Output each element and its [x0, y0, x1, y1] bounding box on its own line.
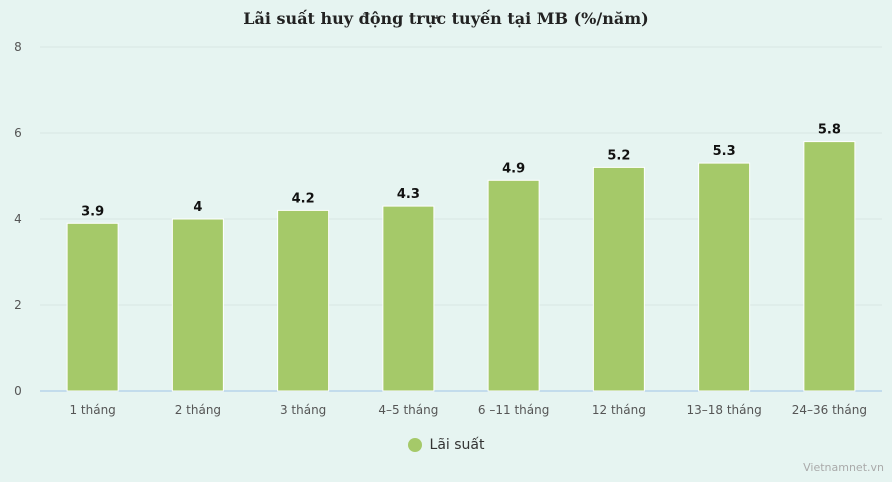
legend-swatch [407, 438, 422, 452]
bar[interactable] [803, 141, 856, 392]
x-tick-label: 3 tháng [280, 403, 326, 417]
grid-layer [40, 46, 882, 392]
y-tick-label: 0 [14, 384, 22, 398]
data-label: 4.3 [397, 187, 420, 202]
bar[interactable] [277, 209, 330, 392]
y-tick-label: 2 [14, 298, 22, 312]
x-tick-label: 1 tháng [69, 403, 115, 417]
data-labels: 3.9 4 4.2 4.3 4.9 5.2 5.3 5.8 [81, 123, 841, 220]
bar[interactable] [592, 166, 645, 392]
legend[interactable]: Lãi suất [0, 437, 892, 453]
bars [66, 141, 856, 392]
bar[interactable] [171, 218, 224, 392]
bar[interactable] [487, 179, 540, 392]
x-tick-label: 24–36 tháng [792, 403, 867, 417]
y-tick-label: 6 [14, 126, 22, 140]
data-label: 5.2 [607, 148, 630, 163]
x-tick-label: 4–5 tháng [378, 403, 438, 417]
data-label: 4.2 [292, 191, 315, 206]
data-label: 5.3 [713, 144, 736, 159]
data-label: 4 [193, 200, 202, 215]
bar[interactable] [698, 162, 751, 392]
data-label: 5.8 [818, 123, 841, 138]
x-tick-label: 6 –11 tháng [478, 403, 549, 417]
data-label: 4.9 [502, 161, 525, 176]
y-tick-label: 4 [14, 212, 22, 226]
chart-title: Lãi suất huy động trực tuyến tại MB (%/n… [243, 9, 649, 28]
bar[interactable] [382, 205, 435, 392]
x-tick-label: 2 tháng [175, 403, 221, 417]
y-tick-label: 8 [14, 40, 22, 54]
x-axis: 1 tháng 2 tháng 3 tháng 4–5 tháng 6 –11 thán… [69, 403, 867, 417]
y-axis: 0 2 4 6 8 [14, 40, 22, 398]
watermark: Vietnamnet.vn [803, 461, 884, 474]
x-tick-label: 13–18 tháng [687, 403, 762, 417]
x-tick-label: 12 tháng [592, 403, 646, 417]
bar[interactable] [66, 222, 119, 392]
data-label: 3.9 [81, 204, 104, 219]
legend-label: Lãi suất [429, 437, 485, 453]
